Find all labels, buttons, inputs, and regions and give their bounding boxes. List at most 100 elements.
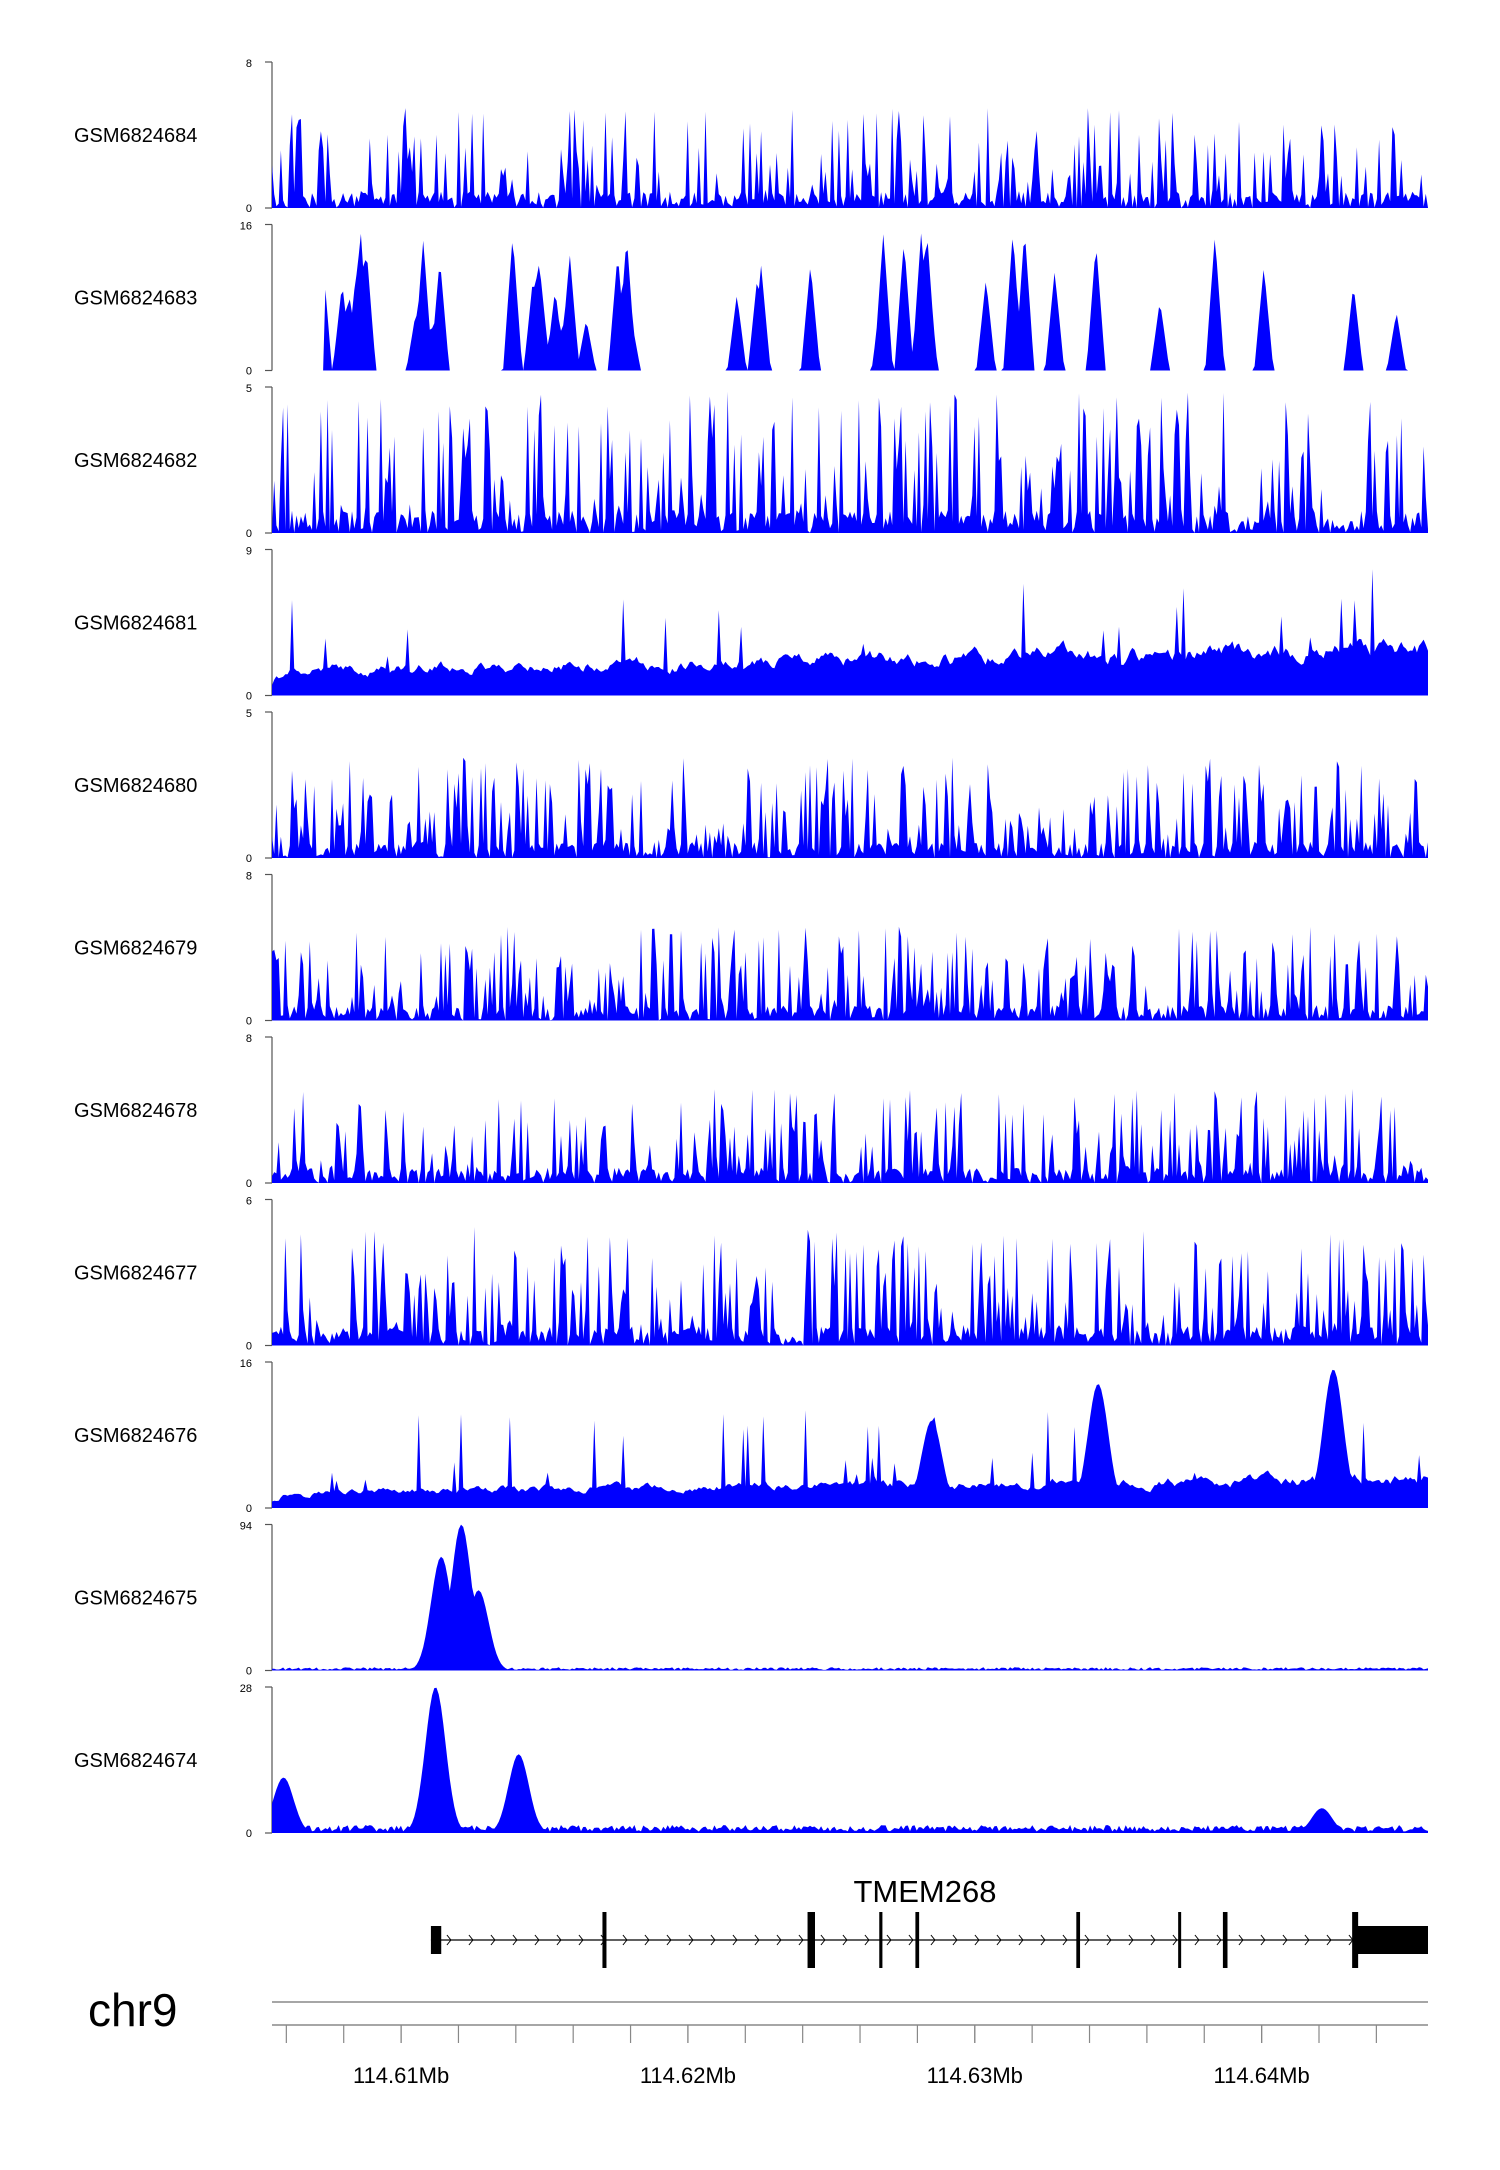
y-axis-max-label: 8 <box>246 58 252 70</box>
track-GSM6824682: 5 0 GSM6824682 <box>74 383 1428 540</box>
exon <box>915 1912 920 1968</box>
signal-area <box>272 108 1428 208</box>
strand-arrow <box>820 1934 826 1946</box>
strand-arrow <box>1128 1934 1134 1946</box>
gene-name-label: TMEM268 <box>854 1874 997 1909</box>
exon <box>602 1912 607 1968</box>
exon <box>430 1926 442 1954</box>
y-axis-min-label: 0 <box>246 853 252 865</box>
signal-area <box>272 1687 1428 1833</box>
track-GSM6824683: 16 0 GSM6824683 <box>74 221 1428 378</box>
strand-arrow <box>886 1934 892 1946</box>
strand-arrow <box>1304 1934 1310 1946</box>
track-label: GSM6824679 <box>74 938 197 960</box>
signal-area <box>272 1088 1428 1183</box>
gene-track: TMEM268 <box>430 1874 1428 1968</box>
exon <box>1222 1912 1228 1968</box>
y-axis-max-label: 8 <box>246 871 252 883</box>
signal-area <box>272 233 1428 371</box>
signal-area <box>272 1227 1428 1346</box>
track-GSM6824674: 28 0 GSM6824674 <box>74 1683 1428 1840</box>
signal-area <box>272 391 1428 533</box>
strand-arrow <box>1084 1934 1090 1946</box>
y-axis-max-label: 6 <box>246 1196 252 1208</box>
y-axis-min-label: 0 <box>246 1503 252 1515</box>
track-label: GSM6824681 <box>74 613 197 635</box>
track-GSM6824680: 5 0 GSM6824680 <box>74 708 1428 865</box>
y-axis-min-label: 0 <box>246 366 252 378</box>
y-axis-min-label: 0 <box>246 1178 252 1190</box>
track-label: GSM6824675 <box>74 1588 197 1610</box>
axis-tick-label: 114.63Mb <box>927 2063 1023 2088</box>
strand-arrow <box>1172 1934 1178 1946</box>
strand-arrow <box>512 1934 518 1946</box>
strand-arrow <box>688 1934 694 1946</box>
axis-tick-label: 114.64Mb <box>1214 2063 1310 2088</box>
chromosome-label: chr9 <box>88 1984 177 2036</box>
track-label: GSM6824676 <box>74 1425 197 1447</box>
genome-axis: chr9 114.61Mb 114.62Mb 114.63Mb 114.64Mb <box>88 1984 1428 2088</box>
y-axis-min-label: 0 <box>246 691 252 703</box>
exon <box>879 1912 883 1968</box>
track-GSM6824678: 8 0 GSM6824678 <box>74 1033 1428 1190</box>
y-axis-max-label: 16 <box>240 221 252 233</box>
exon <box>1178 1912 1182 1968</box>
track-GSM6824681: 9 0 GSM6824681 <box>74 546 1428 703</box>
track-label: GSM6824684 <box>74 125 197 147</box>
y-axis-max-label: 5 <box>246 708 252 720</box>
strand-arrow <box>1238 1934 1244 1946</box>
track-GSM6824677: 6 0 GSM6824677 <box>74 1196 1428 1353</box>
strand-arrow <box>864 1934 870 1946</box>
y-axis-min-label: 0 <box>246 203 252 215</box>
y-axis-max-label: 8 <box>246 1033 252 1045</box>
track-label: GSM6824674 <box>74 1750 197 1772</box>
strand-arrow <box>1040 1934 1046 1946</box>
strand-arrow <box>908 1934 914 1946</box>
track-GSM6824679: 8 0 GSM6824679 <box>74 871 1428 1028</box>
strand-arrow <box>1062 1934 1068 1946</box>
signal-area <box>272 569 1428 696</box>
signal-area <box>272 1369 1428 1508</box>
axis-tick-label: 114.62Mb <box>640 2063 736 2088</box>
strand-arrow <box>622 1934 628 1946</box>
strand-arrow <box>930 1934 936 1946</box>
strand-arrow <box>732 1934 738 1946</box>
signal-tracks: 8 0 GSM6824684 16 0 GSM6824683 5 0 GSM6824682 9 0 G… <box>74 58 1428 1840</box>
strand-arrow <box>1216 1934 1222 1946</box>
exon <box>1076 1912 1081 1968</box>
y-axis-min-label: 0 <box>246 528 252 540</box>
strand-arrow <box>666 1934 672 1946</box>
strand-arrow <box>1326 1934 1332 1946</box>
signal-area <box>272 1524 1428 1671</box>
track-GSM6824684: 8 0 GSM6824684 <box>74 58 1428 215</box>
y-axis-max-label: 16 <box>240 1358 252 1370</box>
track-label: GSM6824677 <box>74 1263 197 1285</box>
strand-arrow <box>490 1934 496 1946</box>
y-axis-max-label: 5 <box>246 383 252 395</box>
strand-arrow <box>1150 1934 1156 1946</box>
axis-tick-label: 114.61Mb <box>353 2063 449 2088</box>
track-label: GSM6824682 <box>74 450 197 472</box>
y-axis-min-label: 0 <box>246 1666 252 1678</box>
strand-arrow <box>1018 1934 1024 1946</box>
y-axis-max-label: 9 <box>246 546 252 558</box>
exon <box>807 1912 816 1968</box>
strand-arrow <box>644 1934 650 1946</box>
exon-boundary <box>1352 1912 1359 1968</box>
track-GSM6824675: 94 0 GSM6824675 <box>74 1521 1428 1678</box>
y-axis-min-label: 0 <box>246 1828 252 1840</box>
y-axis-max-label: 94 <box>240 1521 252 1533</box>
strand-arrow <box>1282 1934 1288 1946</box>
y-axis-min-label: 0 <box>246 1341 252 1353</box>
strand-arrow <box>710 1934 716 1946</box>
strand-arrow <box>1106 1934 1112 1946</box>
strand-arrow <box>754 1934 760 1946</box>
strand-arrow <box>578 1934 584 1946</box>
strand-arrow <box>446 1934 452 1946</box>
strand-arrow <box>1194 1934 1200 1946</box>
y-axis-min-label: 0 <box>246 1016 252 1028</box>
strand-arrow <box>468 1934 474 1946</box>
strand-arrow <box>996 1934 1002 1946</box>
track-label: GSM6824683 <box>74 288 197 310</box>
